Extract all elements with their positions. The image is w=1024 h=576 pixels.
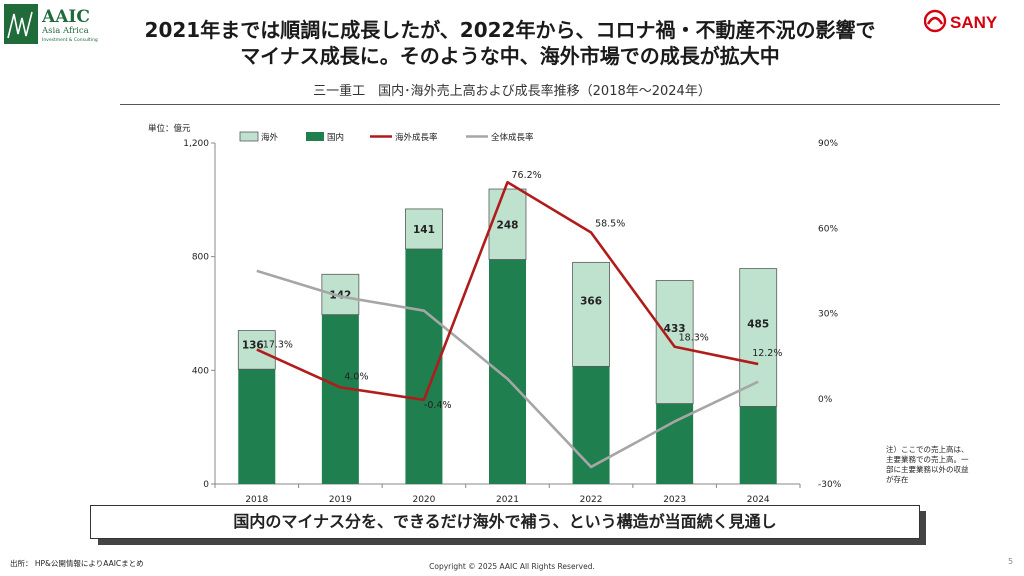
x-tick-label: 2021 [496,495,519,505]
source-note: 出所： HP&公開情報によりAAICまとめ [10,559,144,568]
line-overseas-growth [256,180,759,402]
growth-label: 76.2% [512,170,542,181]
growth-label: 4.0% [344,371,368,382]
y-tick-label-left: 0 [203,480,209,490]
x-tick-label: 2018 [245,495,268,505]
bar-overseas [405,208,443,250]
page-title-line-1: 2021年までは順調に成長したが、2022年から、コロナ禍・不動産不況の影響で [144,18,876,42]
x-tick-label: 2022 [580,495,603,505]
bar-overseas [655,280,694,404]
bar-overseas [488,188,527,260]
legend-label: 全体成長率 [491,132,534,143]
y-tick-label-right: 90% [818,139,838,149]
x-tick-label: 2020 [412,495,435,505]
bar-overseas [572,261,610,367]
footnote: 注）ここでの売上高は、主要業務での売上高。一部に主要業務以外の収益が存在 [886,445,969,484]
sany-logo-text: SANY [950,13,998,32]
bar-label-overseas: 141 [413,224,435,236]
aaic-logo: AAIC Asia Africa Investment & Consulting [4,4,98,44]
bar-domestic [321,314,359,484]
bar-label-overseas: 433 [664,323,686,335]
aaic-logo-tagline: Asia Africa [41,26,89,36]
sany-logo-mark [924,9,947,33]
page-title-line-2: マイナス成長に。そのような中、海外市場での成長が拡大中 [240,44,780,68]
y-tick-label-right: 60% [818,224,838,234]
aaic-logo-name: AAIC [41,7,90,27]
legend-swatch [239,131,259,142]
growth-label: 58.5% [595,219,625,230]
y-tick-label-left: 800 [192,253,209,263]
legend-label: 海外成長率 [395,132,438,143]
bar-overseas [739,268,778,407]
legend-swatch [306,132,324,141]
bar-domestic [489,259,526,484]
legend-label: 海外 [261,132,279,143]
growth-label: 17.3% [263,340,293,351]
sany-logo: SANY [924,9,998,33]
y-tick-label-left: 400 [192,366,209,376]
line-total-growth [256,269,759,469]
bar-label-overseas: 136 [242,340,264,352]
legend-label: 国内 [327,132,344,143]
bar-domestic [739,406,777,484]
aaic-logo-subtagline: Investment & Consulting [42,37,98,43]
y-tick-label-right: 0% [818,395,833,405]
y-tick-label-left: 1,200 [183,139,209,149]
growth-label: 18.3% [679,333,709,344]
bar-domestic [572,366,610,484]
header-divider [120,104,1000,105]
summary-callout: 国内のマイナス分を、できるだけ海外で補う、という構造が当面続く見通し [90,505,920,539]
bar-domestic [238,369,276,484]
growth-label: 12.2% [752,348,782,359]
x-tick-label: 2023 [663,495,686,505]
bar-overseas [321,273,360,316]
y-tick-label-right: -30% [818,480,842,490]
bar-label-overseas: 248 [497,219,519,231]
bar-label-overseas: 485 [747,319,769,331]
chart-subtitle: 三一重工 国内･海外売上高および成長率推移（2018年～2024年） [313,84,711,99]
copyright: Copyright © 2025 AAIC All Rights Reserve… [429,562,595,571]
bar-label-overseas: 366 [580,295,602,307]
page-number: 5 [1008,557,1014,566]
unit-label: 単位：億元 [148,123,191,134]
growth-label: -0.4% [424,400,452,411]
y-tick-label-right: 30% [818,310,838,320]
x-tick-label: 2019 [329,495,352,505]
x-tick-label: 2024 [747,495,770,505]
